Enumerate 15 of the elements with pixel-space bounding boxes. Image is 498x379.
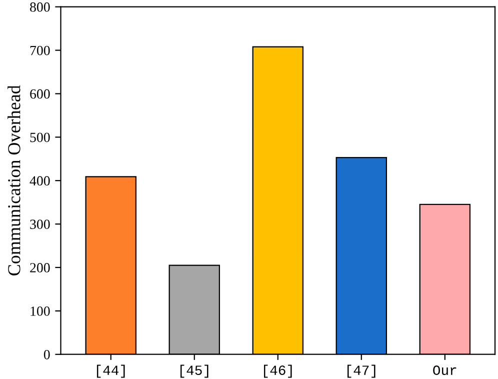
x-tick-label: [46] (264, 364, 292, 378)
y-axis-title: Communication Overhead (8, 85, 20, 276)
y-tick-label: 700 (30, 46, 50, 56)
y-tick-label: 400 (30, 176, 50, 186)
y-tick-label: 100 (30, 306, 50, 316)
x-tick-label: Our (433, 366, 456, 375)
x-tick-label: [44] (96, 364, 125, 378)
x-tick-label: [45] (180, 364, 208, 378)
y-tick-label: 800 (30, 2, 50, 12)
y-tick-label: 600 (30, 89, 50, 99)
x-tick-label: [47] (348, 364, 376, 378)
y-tick-label: 200 (30, 263, 50, 272)
y-tick-label: 0 (44, 350, 50, 360)
y-tick-label: 300 (30, 220, 50, 229)
y-tick-label: 500 (30, 132, 50, 142)
